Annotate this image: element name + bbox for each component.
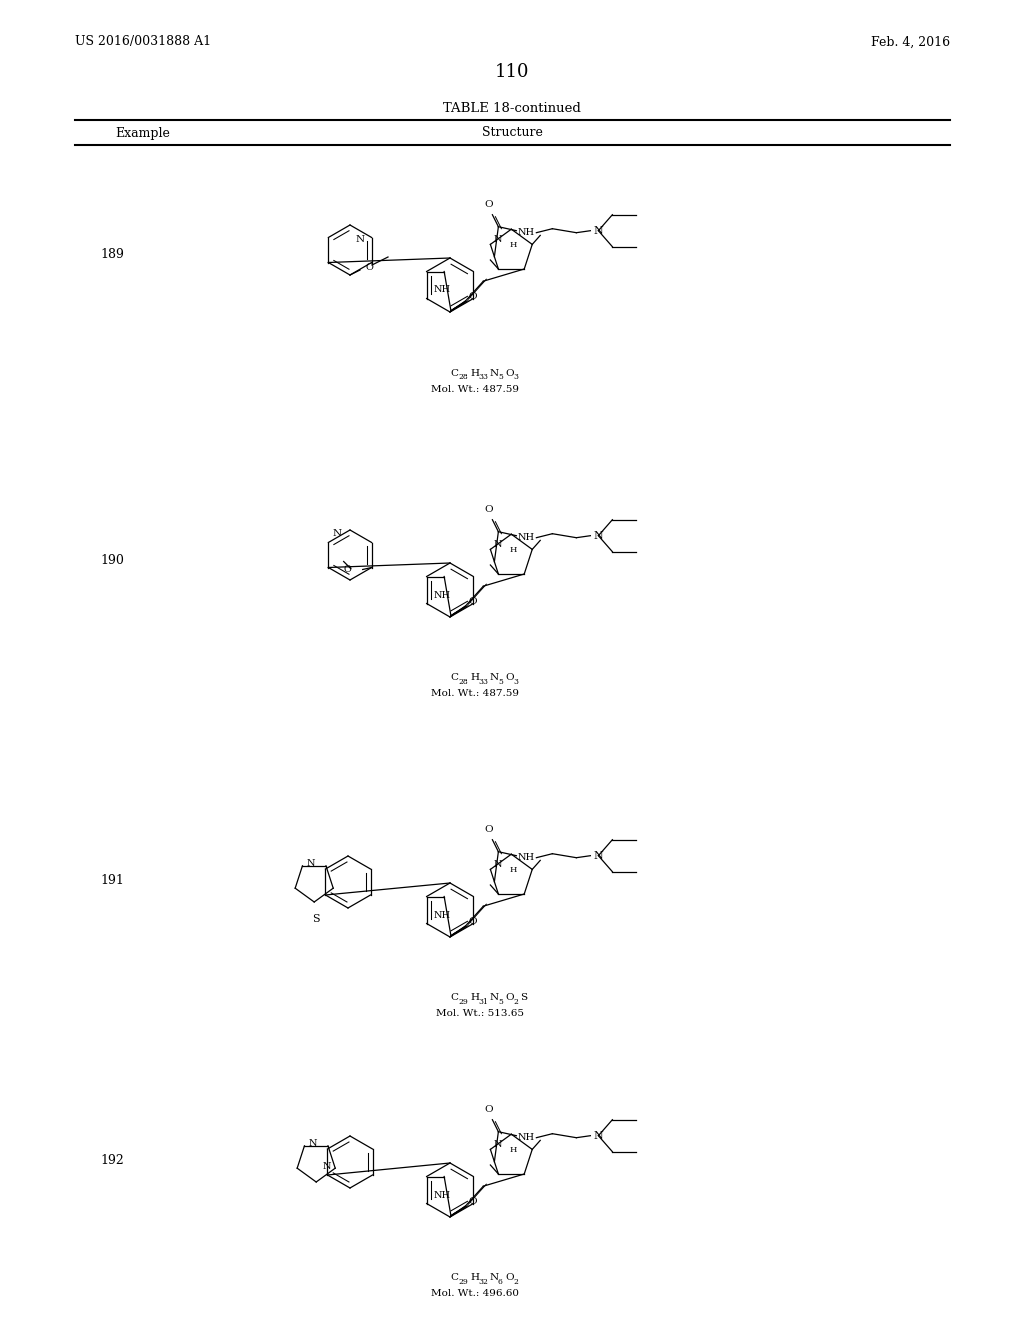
Text: NH: NH — [433, 285, 451, 294]
Text: 2: 2 — [513, 998, 518, 1006]
Text: 189: 189 — [100, 248, 124, 261]
Text: NH: NH — [433, 590, 451, 599]
Text: S: S — [312, 913, 321, 924]
Text: O: O — [484, 825, 493, 834]
Text: O: O — [505, 994, 514, 1002]
Text: 191: 191 — [100, 874, 124, 887]
Text: 5: 5 — [498, 374, 503, 381]
Text: 5: 5 — [498, 678, 503, 686]
Text: O: O — [484, 201, 493, 209]
Text: 110: 110 — [495, 63, 529, 81]
Text: N: N — [494, 235, 503, 244]
Text: H: H — [509, 866, 517, 874]
Text: US 2016/0031888 A1: US 2016/0031888 A1 — [75, 36, 211, 49]
Text: NH: NH — [518, 1133, 535, 1142]
Text: N: N — [594, 1131, 603, 1140]
Text: 33: 33 — [478, 678, 488, 686]
Text: H: H — [509, 242, 517, 249]
Text: Example: Example — [115, 127, 170, 140]
Text: 32: 32 — [478, 1278, 487, 1286]
Text: S: S — [520, 994, 527, 1002]
Text: N: N — [494, 540, 503, 549]
Text: Mol. Wt.: 513.65: Mol. Wt.: 513.65 — [436, 1010, 524, 1019]
Text: 5: 5 — [498, 998, 503, 1006]
Text: TABLE 18-continued: TABLE 18-continued — [443, 102, 581, 115]
Text: H: H — [509, 546, 517, 554]
Text: 31: 31 — [478, 998, 487, 1006]
Text: C: C — [450, 673, 458, 682]
Text: N: N — [490, 994, 499, 1002]
Text: H: H — [470, 673, 479, 682]
Text: Mol. Wt.: 487.59: Mol. Wt.: 487.59 — [431, 689, 519, 698]
Text: 2: 2 — [513, 1278, 518, 1286]
Text: 190: 190 — [100, 553, 124, 566]
Text: H: H — [470, 1274, 479, 1283]
Text: N: N — [494, 859, 503, 869]
Text: O: O — [505, 368, 514, 378]
Text: Structure: Structure — [481, 127, 543, 140]
Text: 33: 33 — [478, 374, 488, 381]
Text: N: N — [490, 368, 499, 378]
Text: N: N — [594, 226, 603, 236]
Text: 29: 29 — [458, 1278, 468, 1286]
Text: 28: 28 — [458, 374, 468, 381]
Text: O: O — [484, 1105, 493, 1114]
Text: O: O — [468, 1197, 476, 1206]
Text: H: H — [470, 368, 479, 378]
Text: 29: 29 — [458, 998, 468, 1006]
Text: N: N — [355, 235, 365, 244]
Text: O: O — [468, 597, 476, 606]
Text: N: N — [323, 1162, 331, 1171]
Text: N: N — [490, 1274, 499, 1283]
Text: H: H — [470, 994, 479, 1002]
Text: Mol. Wt.: 487.59: Mol. Wt.: 487.59 — [431, 384, 519, 393]
Text: O: O — [366, 263, 374, 272]
Text: 3: 3 — [513, 374, 518, 381]
Text: O: O — [505, 1274, 514, 1283]
Text: O: O — [505, 673, 514, 682]
Text: 6: 6 — [498, 1278, 503, 1286]
Text: NH: NH — [433, 911, 451, 920]
Text: NH: NH — [518, 853, 535, 862]
Text: N: N — [490, 673, 499, 682]
Text: N: N — [594, 531, 603, 541]
Text: 192: 192 — [100, 1154, 124, 1167]
Text: C: C — [450, 368, 458, 378]
Text: 3: 3 — [513, 678, 518, 686]
Text: N: N — [333, 529, 341, 539]
Text: N: N — [494, 1139, 503, 1148]
Text: O: O — [468, 917, 476, 927]
Text: NH: NH — [518, 228, 535, 238]
Text: NH: NH — [433, 1191, 451, 1200]
Text: N: N — [306, 859, 315, 869]
Text: NH: NH — [518, 533, 535, 543]
Text: N: N — [308, 1139, 317, 1148]
Text: O: O — [484, 506, 493, 515]
Text: 28: 28 — [458, 678, 468, 686]
Text: Feb. 4, 2016: Feb. 4, 2016 — [870, 36, 950, 49]
Text: O: O — [468, 292, 476, 301]
Text: Mol. Wt.: 496.60: Mol. Wt.: 496.60 — [431, 1290, 519, 1299]
Text: C: C — [450, 1274, 458, 1283]
Text: C: C — [450, 994, 458, 1002]
Text: N: N — [594, 850, 603, 861]
Text: O: O — [344, 565, 351, 574]
Text: H: H — [509, 1146, 517, 1154]
